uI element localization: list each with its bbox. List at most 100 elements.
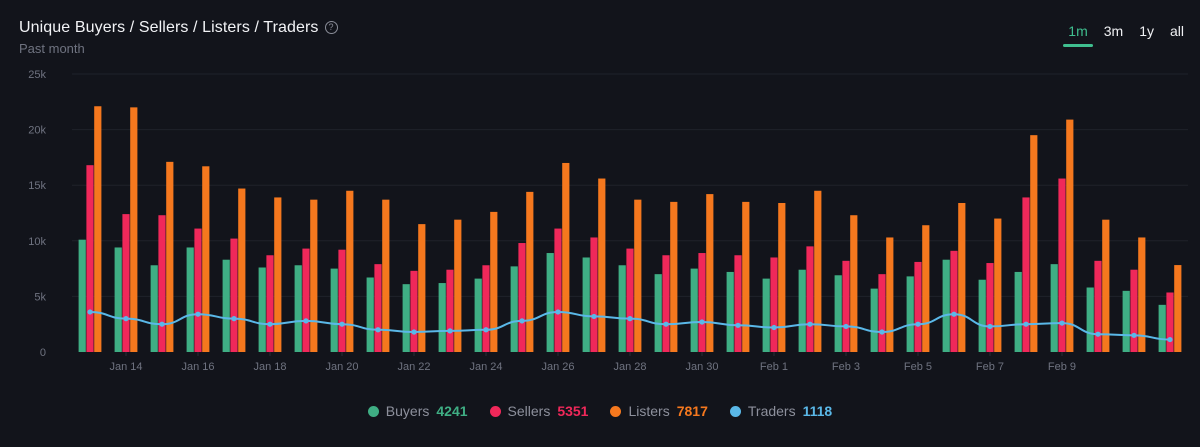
x-tick-label: Jan 30 bbox=[685, 361, 718, 373]
y-tick-label: 0 bbox=[40, 347, 46, 359]
legend-dot-buyers bbox=[367, 405, 379, 417]
bar-sellers bbox=[1130, 269, 1138, 352]
bar-buyers bbox=[942, 259, 950, 352]
bar-listers bbox=[922, 225, 930, 352]
bar-listers bbox=[1138, 237, 1146, 352]
traders-point bbox=[411, 329, 417, 335]
x-tick-label: Feb 5 bbox=[904, 361, 932, 373]
range-3m-button[interactable]: 3m bbox=[1103, 23, 1124, 39]
bar-listers bbox=[1174, 265, 1182, 352]
traders-point bbox=[231, 316, 237, 322]
bar-sellers bbox=[878, 274, 886, 352]
traders-point bbox=[1023, 321, 1029, 327]
bar-listers bbox=[1066, 119, 1074, 352]
traders-point bbox=[879, 329, 885, 335]
bar-buyers bbox=[222, 259, 230, 352]
chart-legend: Buyers 4241 Sellers 5351 Listers 7817 Tr… bbox=[0, 403, 1200, 419]
x-tick-label: Jan 26 bbox=[541, 361, 574, 373]
traders-point bbox=[339, 321, 345, 327]
bar-sellers bbox=[266, 255, 274, 352]
help-icon[interactable]: ? bbox=[324, 21, 338, 34]
bar-buyers bbox=[582, 257, 590, 352]
bar-buyers bbox=[978, 279, 986, 352]
bar-sellers bbox=[986, 263, 994, 352]
bar-sellers bbox=[518, 243, 526, 352]
bar-buyers bbox=[330, 268, 338, 352]
bar-sellers bbox=[338, 249, 346, 352]
traders-point bbox=[555, 309, 561, 315]
traders-point bbox=[447, 328, 453, 334]
bar-buyers bbox=[402, 284, 410, 352]
bar-listers bbox=[1030, 135, 1038, 352]
range-all-button[interactable]: all bbox=[1169, 23, 1184, 39]
legend-label-sellers: Sellers bbox=[507, 403, 551, 419]
traders-point bbox=[951, 311, 957, 317]
bar-listers bbox=[454, 219, 462, 352]
bar-buyers bbox=[798, 269, 806, 352]
bar-buyers bbox=[834, 275, 842, 352]
traders-point bbox=[807, 321, 813, 327]
bar-sellers bbox=[1058, 178, 1066, 352]
bar-buyers bbox=[726, 271, 734, 352]
legend-dot-traders bbox=[729, 405, 741, 417]
x-tick-label: Jan 18 bbox=[253, 361, 286, 373]
range-1y-button[interactable]: 1y bbox=[1139, 23, 1154, 39]
bar-sellers bbox=[734, 255, 742, 352]
bar-sellers bbox=[554, 228, 562, 352]
bar-buyers bbox=[1050, 264, 1058, 352]
bar-sellers bbox=[1094, 260, 1102, 352]
bar-listers bbox=[166, 161, 174, 352]
bar-buyers bbox=[366, 277, 374, 352]
legend-label-traders: Traders bbox=[747, 403, 796, 419]
bar-listers bbox=[850, 215, 858, 352]
traders-point bbox=[159, 321, 165, 327]
x-tick-label: Jan 16 bbox=[181, 361, 214, 373]
bar-listers bbox=[382, 199, 390, 352]
chart-title-text: Unique Buyers / Sellers / Listers / Trad… bbox=[19, 19, 319, 36]
traders-point bbox=[303, 318, 309, 324]
legend-item-listers[interactable]: Listers 7817 bbox=[610, 403, 708, 419]
bar-sellers bbox=[446, 269, 454, 352]
bar-buyers bbox=[618, 265, 626, 352]
legend-item-sellers[interactable]: Sellers 5351 bbox=[489, 403, 588, 419]
x-tick-label: Feb 1 bbox=[760, 361, 788, 373]
bar-buyers bbox=[150, 265, 158, 352]
traders-point bbox=[663, 321, 669, 327]
legend-item-traders[interactable]: Traders 1118 bbox=[729, 403, 833, 419]
bar-listers bbox=[1102, 219, 1110, 352]
traders-point bbox=[1131, 332, 1137, 338]
bar-listers bbox=[526, 191, 534, 352]
bar-listers bbox=[598, 178, 606, 352]
bar-buyers bbox=[114, 247, 122, 352]
traders-point bbox=[987, 323, 993, 330]
bar-sellers bbox=[914, 261, 922, 352]
x-tick-label: Jan 28 bbox=[613, 361, 646, 373]
bar-buyers bbox=[258, 267, 266, 352]
traders-point bbox=[123, 316, 129, 322]
traders-point bbox=[195, 311, 201, 317]
bar-buyers bbox=[510, 266, 518, 352]
bar-listers bbox=[742, 201, 750, 352]
legend-value-traders: 1118 bbox=[802, 403, 833, 419]
legend-label-buyers: Buyers bbox=[385, 403, 430, 419]
bar-listers bbox=[814, 190, 822, 352]
bar-sellers bbox=[86, 165, 94, 352]
bar-sellers bbox=[590, 237, 598, 352]
bar-listers bbox=[274, 197, 282, 352]
bar-listers bbox=[418, 224, 426, 352]
bar-buyers bbox=[1014, 271, 1022, 352]
traders-point bbox=[87, 309, 93, 315]
legend-dot-listers bbox=[610, 405, 622, 417]
traders-point bbox=[591, 313, 597, 320]
bar-listers bbox=[994, 218, 1002, 352]
bar-listers bbox=[310, 199, 318, 352]
bar-buyers bbox=[1122, 290, 1130, 352]
bar-buyers bbox=[1086, 287, 1094, 352]
range-1m-button[interactable]: 1m bbox=[1060, 22, 1095, 50]
bar-buyers bbox=[1158, 304, 1166, 352]
bar-buyers bbox=[906, 276, 914, 352]
legend-item-buyers[interactable]: Buyers 4241 bbox=[367, 403, 468, 419]
bar-listers bbox=[346, 190, 354, 352]
legend-value-listers: 7817 bbox=[676, 403, 708, 419]
bar-buyers bbox=[762, 278, 770, 352]
